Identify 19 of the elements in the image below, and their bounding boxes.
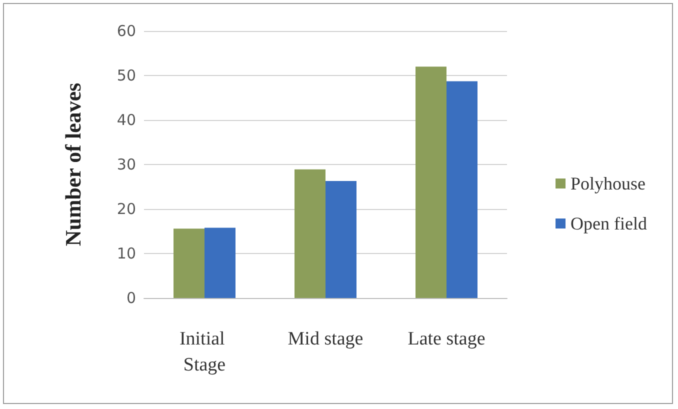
y-tick-label: 50 (116, 66, 136, 84)
y-tick-label: 10 (116, 244, 136, 262)
x-tick-label: Mid stage (288, 328, 364, 350)
y-tick-label: 60 (116, 22, 136, 40)
x-tick-label: Late stage (408, 328, 486, 350)
bar (294, 169, 326, 298)
bar (446, 81, 478, 298)
y-axis-title: Number of leaves (60, 82, 86, 246)
legend-label: Open field (570, 214, 648, 234)
bar (326, 180, 356, 298)
legend-label: Polyhouse (570, 174, 646, 194)
bar (416, 66, 446, 298)
y-tick-label: 30 (116, 156, 136, 174)
bar (204, 228, 236, 298)
y-tick-label: 40 (116, 111, 136, 129)
bar (174, 228, 204, 298)
y-tick-label: 0 (126, 289, 136, 307)
x-tick-label: Initial Stage (179, 328, 230, 376)
y-tick-label: 20 (116, 200, 136, 218)
